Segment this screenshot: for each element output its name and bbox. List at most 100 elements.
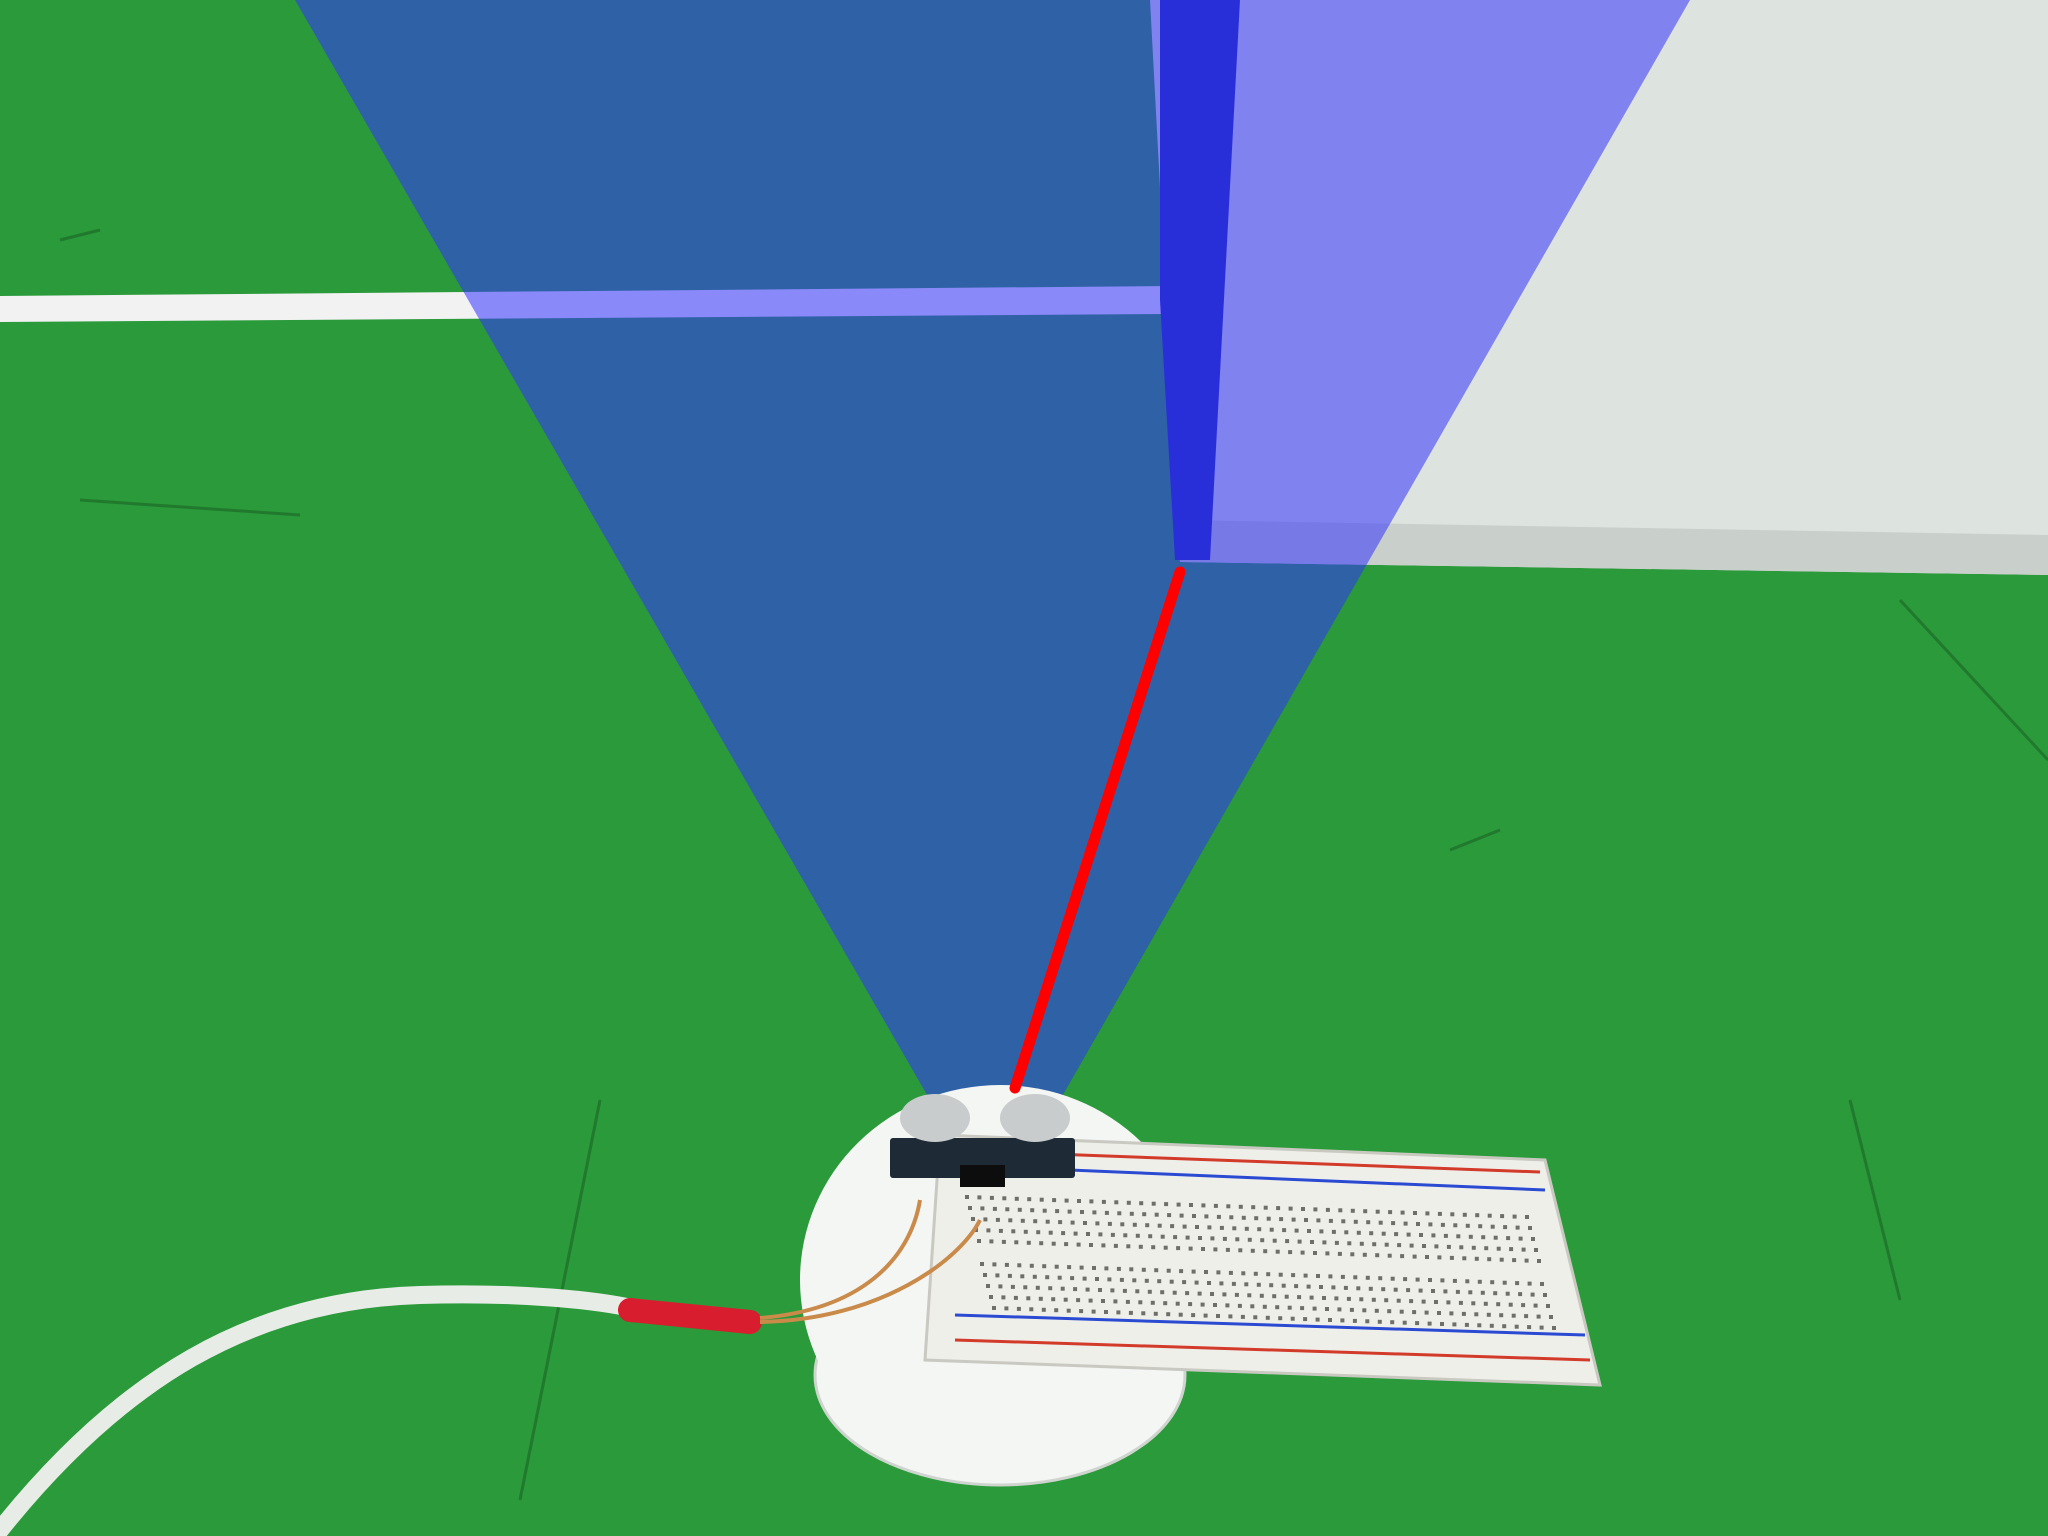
breadboard-hole <box>1331 1285 1336 1290</box>
breadboard-hole <box>1170 1224 1175 1229</box>
breadboard-hole <box>1017 1263 1022 1268</box>
breadboard-hole <box>977 1239 981 1243</box>
breadboard-hole <box>1228 1314 1233 1319</box>
breadboard-hole <box>1416 1222 1420 1226</box>
breadboard-hole <box>1275 1305 1280 1310</box>
breadboard-hole <box>1213 1247 1218 1252</box>
breadboard-hole <box>1228 1270 1233 1275</box>
breadboard-hole <box>1016 1306 1021 1311</box>
breadboard-hole <box>1412 1310 1417 1315</box>
breadboard-hole <box>1070 1220 1075 1225</box>
breadboard-hole <box>1490 1280 1495 1285</box>
breadboard-hole <box>1480 1290 1485 1295</box>
breadboard-hole <box>1272 1238 1277 1243</box>
breadboard-hole <box>1073 1231 1078 1236</box>
breadboard-hole <box>1331 1229 1336 1234</box>
breadboard-hole <box>1424 1310 1429 1315</box>
breadboard-hole <box>1500 1214 1505 1219</box>
breadboard-hole <box>1393 1287 1398 1292</box>
breadboard-hole <box>1063 1297 1068 1302</box>
breadboard-hole <box>1113 1243 1118 1248</box>
breadboard-hole <box>1011 1229 1016 1234</box>
breadboard-hole <box>1484 1246 1489 1251</box>
breadboard-hole <box>1178 1312 1183 1317</box>
breadboard-hole <box>1496 1302 1501 1307</box>
breadboard-hole <box>1456 1234 1461 1239</box>
breadboard-hole <box>1259 1293 1264 1298</box>
breadboard-hole <box>1079 1265 1084 1270</box>
breadboard-hole <box>1375 1253 1380 1258</box>
breadboard-hole <box>1095 1221 1100 1226</box>
breadboard-hole <box>1067 1209 1072 1214</box>
breadboard-hole <box>1004 1262 1009 1267</box>
breadboard-hole <box>1191 1269 1196 1274</box>
breadboard-hole <box>1425 1255 1429 1259</box>
breadboard-hole <box>1477 1323 1482 1328</box>
breadboard-hole <box>1391 1221 1396 1226</box>
breadboard-hole <box>968 1206 972 1210</box>
breadboard-hole <box>1192 1214 1196 1218</box>
breadboard-hole <box>1415 1277 1420 1282</box>
breadboard-hole <box>1503 1225 1508 1230</box>
breadboard-hole <box>1372 1242 1377 1247</box>
breadboard-hole <box>1061 1231 1066 1236</box>
breadboard-hole <box>1007 1273 1012 1278</box>
breadboard-hole <box>1328 1218 1333 1223</box>
measurement-ray <box>1009 566 1186 1094</box>
breadboard-hole <box>1113 1299 1118 1304</box>
breadboard-hole <box>1527 1325 1532 1330</box>
breadboard-hole <box>1499 1257 1504 1262</box>
breadboard-hole <box>1229 1215 1234 1220</box>
breadboard-hole <box>1101 1299 1105 1303</box>
breadboard-hole <box>1387 1253 1392 1258</box>
breadboard-hole <box>1148 1234 1153 1239</box>
breadboard-hole <box>1151 1201 1156 1206</box>
breadboard-hole <box>1365 1275 1370 1280</box>
breadboard-hole <box>1536 1314 1541 1319</box>
breadboard-hole <box>1319 1285 1323 1289</box>
breadboard-hole <box>1350 1208 1355 1213</box>
breadboard-hole <box>1082 1276 1087 1281</box>
breadboard-hole <box>1027 1197 1032 1202</box>
breadboard-hole <box>1450 1212 1455 1217</box>
breadboard-hole <box>1307 1229 1311 1233</box>
breadboard-hole <box>983 1217 988 1222</box>
breadboard-hole <box>1427 1321 1432 1326</box>
breadboard-hole <box>1086 1232 1090 1236</box>
breadboard-hole <box>1276 1206 1281 1211</box>
breadboard-hole <box>1064 1198 1069 1203</box>
breadboard-hole <box>1254 1216 1259 1221</box>
breadboard-hole <box>1369 1231 1374 1236</box>
breadboard-hole <box>1198 1236 1202 1240</box>
breadboard-hole <box>1474 1312 1479 1317</box>
breadboard-hole <box>1089 1243 1093 1247</box>
breadboard-hole <box>1300 1306 1305 1311</box>
breadboard-hole <box>1119 1277 1124 1282</box>
breadboard-hole <box>1045 1219 1050 1224</box>
breadboard-hole <box>1116 1310 1121 1315</box>
breadboard-hole <box>1366 1220 1371 1225</box>
breadboard-hole <box>1055 1209 1060 1214</box>
breadboard-hole <box>1051 1241 1056 1246</box>
breadboard-hole <box>1185 1291 1190 1296</box>
breadboard-hole <box>1437 1211 1442 1216</box>
breadboard-hole <box>1388 1210 1393 1215</box>
breadboard-hole <box>989 1239 994 1244</box>
breadboard-hole <box>1325 1207 1330 1212</box>
breadboard-hole <box>1387 1309 1392 1314</box>
breadboard-hole <box>1359 1297 1364 1302</box>
breadboard-hole <box>1235 1237 1240 1242</box>
breadboard-hole <box>1291 1217 1296 1222</box>
breadboard-hole <box>1066 1308 1071 1313</box>
breadboard-rail-blue-lower <box>954 1338 1591 1362</box>
breadboard-hole <box>1505 1291 1510 1296</box>
breadboard-hole <box>1008 1218 1013 1223</box>
breadboard-hole <box>1462 1256 1467 1261</box>
breadboard-hole <box>1179 1269 1184 1274</box>
breadboard-hole <box>1110 1288 1115 1293</box>
breadboard-hole <box>1070 1276 1075 1281</box>
breadboard-hole <box>1362 1252 1367 1257</box>
breadboard-hole <box>1032 1274 1037 1279</box>
breadboard-hole <box>1144 1278 1149 1283</box>
breadboard-hole <box>1091 1309 1096 1314</box>
